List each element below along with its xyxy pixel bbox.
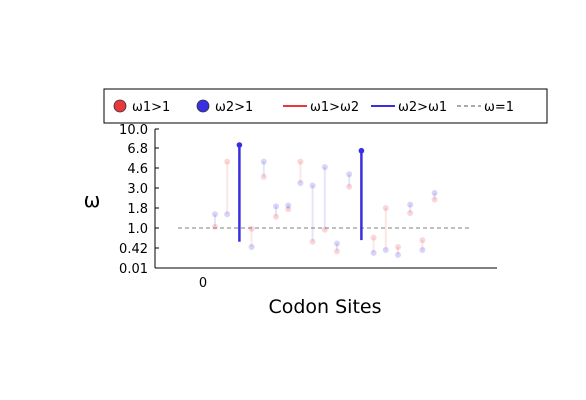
legend-item: ω1>ω2 [283,100,359,115]
omega2-point [248,243,255,250]
omega1-point [297,158,304,165]
legend-item: ω1>1 [113,99,170,115]
omega1-point [382,205,389,211]
omega1-point [309,238,316,245]
omega2-point [212,211,218,218]
x-axis-label: Codon Sites [268,296,381,318]
legend-marker-point [113,99,127,113]
omega1-point [285,206,292,213]
omega2-point [285,202,292,209]
omega2-point [382,246,389,253]
omega1-point [419,237,426,244]
legend-label: ω=1 [484,100,514,115]
axes: 0.01 0.42 1.0 1.8 3.0 4.6 6.8 10.0 0 [119,123,497,291]
omega1-point [273,213,279,220]
legend-item: ω=1 [457,100,514,115]
legend-label: ω2>ω1 [398,100,447,115]
y-tick-label: 10.0 [119,123,148,138]
legend-item: ω2>ω1 [371,100,447,115]
legend-label: ω2>1 [215,100,253,115]
omega2-point [321,164,328,171]
y-tick-label: 4.6 [127,162,148,177]
omega1-point [407,210,414,216]
omega2-point [431,190,438,196]
chart-marks [212,142,438,258]
omega1-point [321,226,328,233]
omega1-point [212,223,218,230]
x-tick-label: 0 [199,276,207,291]
omega2-point [334,240,340,247]
legend-item: ω2>1 [196,99,253,115]
omega2-point [260,158,267,165]
y-tick-label: 1.0 [127,222,148,237]
y-axis-label: ω [84,188,101,212]
omega2-point [419,246,426,253]
omega1-point [260,173,267,180]
omega1-point [224,158,231,165]
omega2-point [236,142,243,148]
y-tick-label: 1.8 [127,202,148,217]
y-tick-label: 0.01 [119,262,148,277]
omega2-point [297,180,304,186]
omega2-point [273,203,279,210]
y-tick-label: 3.0 [127,182,148,197]
legend-label: ω1>1 [132,100,170,115]
omega1-point [346,183,353,190]
omega2-point [224,211,231,218]
omega1-point [431,196,438,203]
omega2-point [370,249,377,256]
omega1-point [334,248,340,255]
omega2-point [395,251,401,258]
omega1-point [395,243,401,250]
legend: ω1>1 ω2>1 ω1>ω2 ω2>ω1 ω=1 [103,88,548,124]
legend-marker-point [196,99,210,113]
omega2-point [309,182,316,189]
omega2-point [346,171,353,178]
omega1-point [248,225,255,232]
omega2-point [358,147,365,154]
omega2-point [407,201,414,208]
legend-label: ω1>ω2 [310,100,359,115]
y-tick-label: 6.8 [127,142,148,157]
y-tick-label: 0.42 [119,242,148,257]
omega1-point [370,234,377,241]
